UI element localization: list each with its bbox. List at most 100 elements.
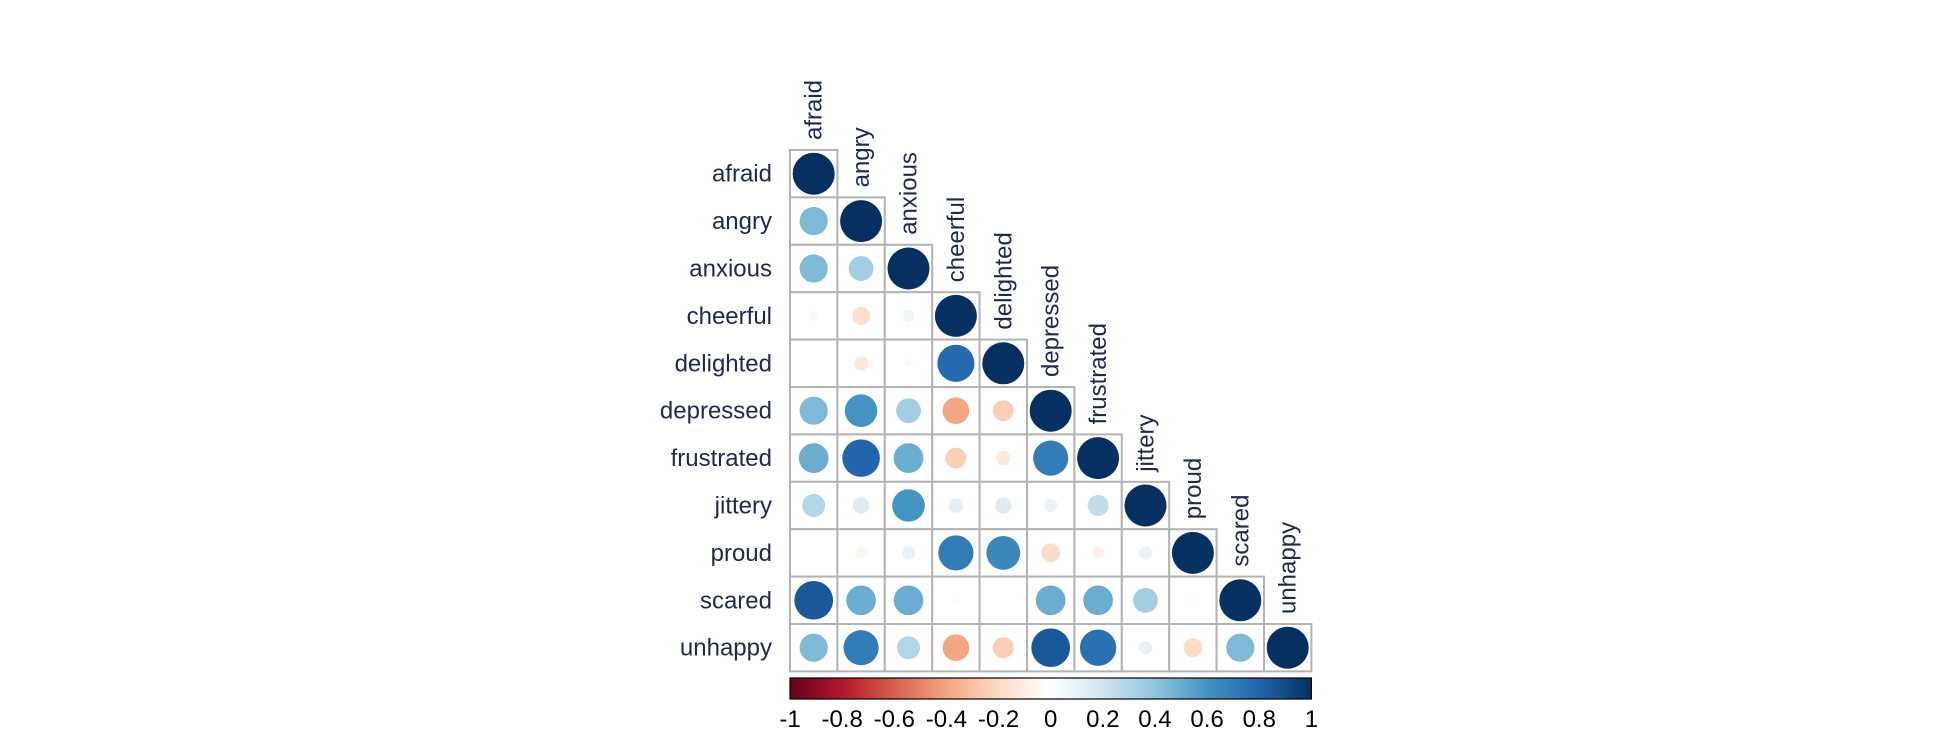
- cell-delighted-afraid: [789, 338, 839, 389]
- correlation-circle-unhappy-angry: [843, 630, 879, 666]
- correlation-circle-scared-frustrated: [1083, 585, 1113, 616]
- correlation-cells: [789, 149, 1313, 673]
- correlation-circle-jittery-frustrated: [1087, 495, 1109, 516]
- color-tick-label: 0.2: [1086, 706, 1119, 733]
- correlation-circle-jittery-angry: [852, 497, 870, 514]
- correlation-circle-proud-proud: [1171, 531, 1214, 574]
- column-label-cheerful: cheerful: [943, 197, 970, 282]
- correlation-circle-frustrated-cheerful: [945, 447, 967, 469]
- correlation-circle-frustrated-depressed: [1033, 440, 1069, 476]
- correlation-circle-depressed-afraid: [799, 396, 828, 425]
- correlation-circle-unhappy-afraid: [799, 633, 828, 662]
- color-legend: -1 -0.8 -0.6 -0.4 -0.2 0 0.2 0.4 0.6 0.8 1: [779, 677, 1318, 733]
- correlation-circle-depressed-cheerful: [942, 397, 970, 424]
- column-label-delighted: delighted: [990, 232, 1017, 329]
- color-tick-label: -0.6: [874, 706, 915, 733]
- correlation-circle-jittery-afraid: [802, 494, 826, 517]
- correlation-circle-frustrated-afraid: [798, 443, 829, 473]
- correlation-circle-scared-afraid: [794, 580, 834, 620]
- color-tick-label: 0.4: [1138, 706, 1171, 733]
- correlation-circle-frustrated-delighted: [996, 450, 1011, 466]
- row-label-cheerful: cheerful: [687, 303, 772, 330]
- correlation-circle-unhappy-proud: [1183, 638, 1203, 658]
- column-label-angry: angry: [848, 127, 875, 187]
- correlation-circle-delighted-cheerful: [937, 344, 975, 382]
- column-label-frustrated: frustrated: [1085, 323, 1112, 424]
- column-label-depressed: depressed: [1038, 265, 1065, 377]
- correlation-circle-proud-cheerful: [938, 535, 974, 571]
- correlation-circle-angry-afraid: [799, 207, 828, 236]
- column-label-scared: scared: [1227, 495, 1254, 567]
- correlation-circle-anxious-anxious: [887, 247, 930, 290]
- correlation-circle-depressed-anxious: [896, 398, 921, 424]
- row-labels: afraid angry anxious cheerful delighted depre…: [660, 161, 772, 662]
- correlation-circle-unhappy-cheerful: [942, 634, 970, 661]
- row-label-depressed: depressed: [660, 398, 772, 425]
- correlation-circle-frustrated-frustrated: [1077, 437, 1120, 480]
- row-label-jittery: jittery: [714, 493, 772, 520]
- correlation-circle-proud-jittery: [1138, 546, 1153, 560]
- correlation-circle-jittery-cheerful: [948, 498, 964, 513]
- correlation-circle-unhappy-unhappy: [1266, 626, 1309, 669]
- correlation-circle-angry-angry: [840, 200, 883, 243]
- color-tick-label: -1: [779, 706, 800, 733]
- correlation-circle-scared-cheerful: [952, 597, 959, 604]
- correlation-circle-scared-anxious: [893, 585, 924, 616]
- cell-proud-afraid: [789, 528, 839, 578]
- correlation-circle-unhappy-depressed: [1031, 628, 1071, 668]
- column-labels: afraid angry anxious cheerful delighted depre…: [801, 80, 1302, 614]
- correlation-circle-unhappy-frustrated: [1079, 629, 1117, 666]
- correlation-circle-delighted-delighted: [982, 342, 1025, 385]
- color-tick-label: 0.8: [1243, 706, 1276, 733]
- correlation-circle-jittery-depressed: [1044, 498, 1058, 513]
- row-label-proud: proud: [711, 540, 772, 567]
- correlation-circle-frustrated-anxious: [893, 443, 924, 473]
- correlation-circle-proud-anxious: [901, 546, 916, 560]
- column-label-proud: proud: [1180, 458, 1207, 519]
- row-label-afraid: afraid: [712, 161, 772, 188]
- column-label-unhappy: unhappy: [1275, 522, 1302, 614]
- correlation-circle-unhappy-delighted: [992, 637, 1014, 659]
- correlation-circle-cheerful-angry: [852, 306, 871, 325]
- correlation-circle-frustrated-angry: [842, 439, 880, 477]
- correlation-circle-scared-proud: [1189, 597, 1196, 604]
- correlation-circle-scared-jittery: [1133, 587, 1158, 613]
- row-label-delighted: delighted: [675, 350, 772, 377]
- row-label-scared: scared: [700, 587, 772, 614]
- row-label-unhappy: unhappy: [680, 635, 772, 662]
- color-tick-label: 1: [1305, 706, 1318, 733]
- color-tick-label: -0.2: [978, 706, 1019, 733]
- color-tick-label: -0.8: [821, 706, 862, 733]
- correlation-circle-scared-angry: [846, 585, 876, 616]
- correlation-circle-depressed-depressed: [1029, 389, 1072, 432]
- row-label-frustrated: frustrated: [671, 445, 772, 472]
- correlation-circle-jittery-delighted: [995, 497, 1012, 514]
- color-tick-label: -0.4: [926, 706, 967, 733]
- row-label-anxious: anxious: [689, 256, 772, 283]
- cell-scared-delighted: [978, 575, 1028, 625]
- correlation-circle-cheerful-afraid: [809, 311, 819, 321]
- color-tick-label: 0.6: [1190, 706, 1223, 733]
- correlation-circle-cheerful-cheerful: [934, 294, 977, 337]
- correlation-circle-anxious-angry: [848, 256, 874, 281]
- correlation-circle-delighted-anxious: [904, 359, 913, 368]
- correlation-circle-depressed-delighted: [992, 400, 1014, 422]
- correlation-circle-unhappy-jittery: [1138, 641, 1153, 655]
- correlation-circle-scared-scared: [1219, 579, 1262, 622]
- correlation-circle-anxious-afraid: [799, 254, 828, 283]
- correlation-circle-scared-depressed: [1035, 585, 1066, 616]
- color-bar: [789, 677, 1313, 700]
- correlation-circle-depressed-angry: [844, 394, 878, 427]
- correlation-circle-proud-depressed: [1041, 543, 1061, 563]
- column-label-afraid: afraid: [801, 80, 828, 140]
- column-label-jittery: jittery: [1133, 414, 1160, 472]
- correlation-circle-proud-frustrated: [1092, 546, 1105, 559]
- color-tick-label: 0: [1044, 706, 1057, 733]
- correlation-circle-unhappy-anxious: [897, 636, 920, 660]
- correlation-circle-jittery-anxious: [892, 489, 925, 522]
- column-label-anxious: anxious: [896, 152, 923, 235]
- correlation-circle-proud-angry: [855, 547, 867, 559]
- correlation-circle-cheerful-anxious: [902, 309, 915, 322]
- correlation-circle-jittery-jittery: [1124, 484, 1167, 527]
